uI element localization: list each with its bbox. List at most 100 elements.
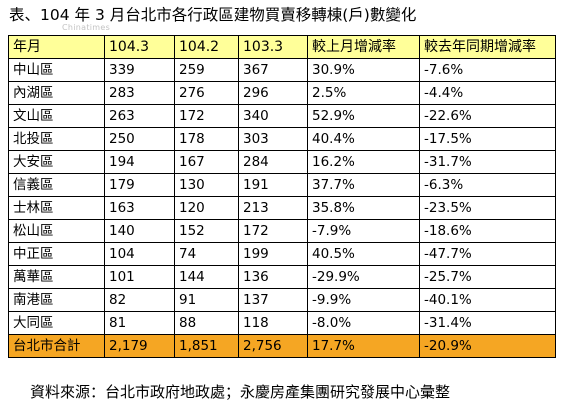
cell-month-over-month-change: 30.9%: [307, 58, 420, 82]
table-row: 中山區 339 259 367 30.9% -7.6%: [8, 58, 556, 82]
cell-district: 內湖區: [8, 81, 105, 105]
cell-same-month-last-year: 199: [238, 242, 308, 266]
table-row: 中正區 104 74 199 40.5% -47.7%: [8, 242, 556, 266]
cell-month-over-month-change: 40.5%: [307, 242, 420, 266]
cell-previous-month: 144: [174, 265, 239, 289]
cell-year-over-year-change: -17.5%: [419, 127, 556, 151]
cell-district: 大安區: [8, 150, 105, 174]
cell-month-over-month-change: 37.7%: [307, 173, 420, 197]
table-header-row: 年月 104.3 104.2 103.3 較上月增減率 較去年同期增減率: [8, 35, 556, 59]
cell-current-month: 2,179: [104, 334, 175, 358]
cell-previous-month: 88: [174, 311, 239, 335]
cell-same-month-last-year: 191: [238, 173, 308, 197]
cell-same-month-last-year: 367: [238, 58, 308, 82]
cell-current-month: 194: [104, 150, 175, 174]
cell-same-month-last-year: 2,756: [238, 334, 308, 358]
column-header-district: 年月: [8, 35, 105, 59]
cell-year-over-year-change: -18.6%: [419, 219, 556, 243]
cell-current-month: 101: [104, 265, 175, 289]
cell-same-month-last-year: 137: [238, 288, 308, 312]
cell-month-over-month-change: -7.9%: [307, 219, 420, 243]
table-title: 表、104 年 3 月台北市各行政區建物買賣移轉棟(戶)數變化: [9, 6, 417, 24]
column-header-year-over-year-change: 較去年同期增減率: [419, 35, 556, 59]
table-row: 信義區 179 130 191 37.7% -6.3%: [8, 173, 556, 197]
cell-district: 大同區: [8, 311, 105, 335]
cell-current-month: 179: [104, 173, 175, 197]
source-note: 資料來源：台北市政府地政處；永慶房產集團研究發展中心彙整: [30, 383, 451, 401]
cell-previous-month: 167: [174, 150, 239, 174]
cell-previous-month: 120: [174, 196, 239, 220]
column-header-same-month-last-year: 103.3: [238, 35, 308, 59]
cell-month-over-month-change: -9.9%: [307, 288, 420, 312]
cell-previous-month: 178: [174, 127, 239, 151]
transfer-statistics-table: 年月 104.3 104.2 103.3 較上月增減率 較去年同期增減率 中山區 339 259…: [8, 35, 556, 358]
table-row: 北投區 250 178 303 40.4% -17.5%: [8, 127, 556, 151]
cell-previous-month: 91: [174, 288, 239, 312]
cell-same-month-last-year: 303: [238, 127, 308, 151]
column-header-month-over-month-change: 較上月增減率: [307, 35, 420, 59]
table-row: 松山區 140 152 172 -7.9% -18.6%: [8, 219, 556, 243]
cell-current-month: 81: [104, 311, 175, 335]
cell-same-month-last-year: 136: [238, 265, 308, 289]
cell-previous-month: 152: [174, 219, 239, 243]
cell-month-over-month-change: 2.5%: [307, 81, 420, 105]
cell-district: 松山區: [8, 219, 105, 243]
cell-month-over-month-change: 17.7%: [307, 334, 420, 358]
cell-previous-month: 130: [174, 173, 239, 197]
cell-year-over-year-change: -31.4%: [419, 311, 556, 335]
table-row: 文山區 263 172 340 52.9% -22.6%: [8, 104, 556, 128]
table-row: 大同區 81 88 118 -8.0% -31.4%: [8, 311, 556, 335]
cell-year-over-year-change: -47.7%: [419, 242, 556, 266]
cell-district: 南港區: [8, 288, 105, 312]
table-total-row: 台北市合計 2,179 1,851 2,756 17.7% -20.9%: [8, 334, 556, 358]
cell-current-month: 82: [104, 288, 175, 312]
cell-current-month: 140: [104, 219, 175, 243]
table-row: 士林區 163 120 213 35.8% -23.5%: [8, 196, 556, 220]
cell-month-over-month-change: 16.2%: [307, 150, 420, 174]
cell-district: 文山區: [8, 104, 105, 128]
cell-district: 中山區: [8, 58, 105, 82]
cell-month-over-month-change: 40.4%: [307, 127, 420, 151]
cell-previous-month: 74: [174, 242, 239, 266]
cell-year-over-year-change: -22.6%: [419, 104, 556, 128]
cell-current-month: 263: [104, 104, 175, 128]
table-row: 南港區 82 91 137 -9.9% -40.1%: [8, 288, 556, 312]
cell-current-month: 250: [104, 127, 175, 151]
cell-year-over-year-change: -31.7%: [419, 150, 556, 174]
cell-year-over-year-change: -20.9%: [419, 334, 556, 358]
cell-year-over-year-change: -23.5%: [419, 196, 556, 220]
cell-year-over-year-change: -7.6%: [419, 58, 556, 82]
cell-district: 北投區: [8, 127, 105, 151]
cell-current-month: 104: [104, 242, 175, 266]
cell-district: 士林區: [8, 196, 105, 220]
cell-year-over-year-change: -6.3%: [419, 173, 556, 197]
cell-district: 台北市合計: [8, 334, 105, 358]
cell-year-over-year-change: -4.4%: [419, 81, 556, 105]
cell-month-over-month-change: -8.0%: [307, 311, 420, 335]
cell-year-over-year-change: -40.1%: [419, 288, 556, 312]
watermark: Chinatimes: [62, 23, 111, 32]
table-row: 大安區 194 167 284 16.2% -31.7%: [8, 150, 556, 174]
cell-previous-month: 259: [174, 58, 239, 82]
cell-district: 信義區: [8, 173, 105, 197]
cell-previous-month: 1,851: [174, 334, 239, 358]
cell-year-over-year-change: -25.7%: [419, 265, 556, 289]
column-header-current-month: 104.3: [104, 35, 175, 59]
cell-current-month: 163: [104, 196, 175, 220]
cell-same-month-last-year: 284: [238, 150, 308, 174]
cell-month-over-month-change: -29.9%: [307, 265, 420, 289]
cell-same-month-last-year: 213: [238, 196, 308, 220]
column-header-previous-month: 104.2: [174, 35, 239, 59]
cell-month-over-month-change: 52.9%: [307, 104, 420, 128]
cell-month-over-month-change: 35.8%: [307, 196, 420, 220]
table-row: 萬華區 101 144 136 -29.9% -25.7%: [8, 265, 556, 289]
cell-previous-month: 172: [174, 104, 239, 128]
cell-current-month: 339: [104, 58, 175, 82]
cell-same-month-last-year: 296: [238, 81, 308, 105]
cell-previous-month: 276: [174, 81, 239, 105]
cell-same-month-last-year: 172: [238, 219, 308, 243]
cell-current-month: 283: [104, 81, 175, 105]
table-row: 內湖區 283 276 296 2.5% -4.4%: [8, 81, 556, 105]
cell-same-month-last-year: 118: [238, 311, 308, 335]
cell-same-month-last-year: 340: [238, 104, 308, 128]
